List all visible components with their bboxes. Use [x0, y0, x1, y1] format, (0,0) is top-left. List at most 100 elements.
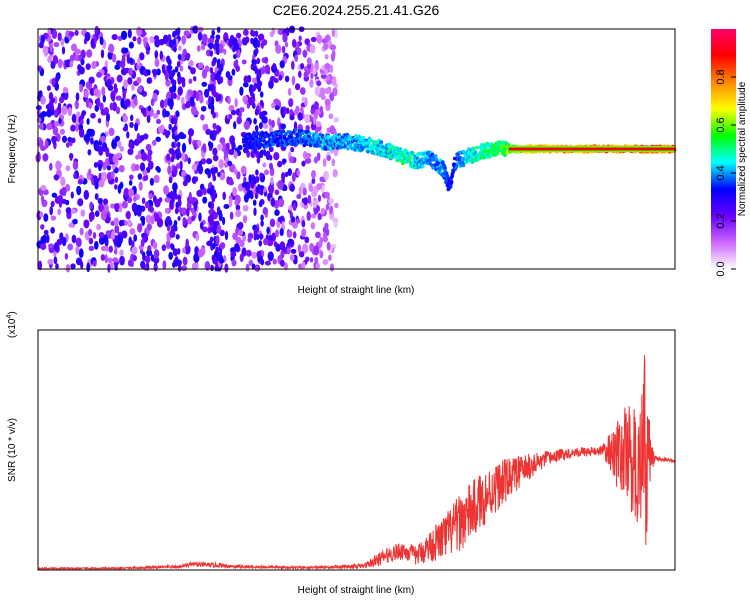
heatmap-cell — [61, 46, 66, 55]
heatmap-cell — [264, 260, 271, 266]
heatmap-cell — [264, 64, 271, 75]
heatmap-cell — [216, 26, 221, 33]
heatmap-cell — [171, 244, 175, 251]
heatmap-cell — [200, 105, 207, 112]
heatmap-cell — [231, 259, 237, 267]
heatmap-cell — [301, 228, 306, 238]
heatmap-cell — [441, 160, 445, 164]
heatmap-cell — [212, 112, 216, 119]
heatmap-cell — [254, 30, 259, 37]
heatmap-cell — [170, 203, 174, 210]
heatmap-cell — [456, 161, 460, 166]
heatmap-cell — [299, 87, 306, 95]
heatmap-cell — [284, 75, 290, 83]
multiplier-exponent: 4 — [6, 315, 13, 319]
heatmap-cell — [296, 218, 301, 224]
heatmap-cell — [94, 210, 100, 217]
heatmap-cell — [211, 226, 215, 233]
heatmap-cell — [177, 78, 182, 85]
heatmap-cell — [65, 207, 72, 214]
heatmap-cell — [121, 200, 128, 209]
heatmap-cell — [236, 116, 242, 125]
heatmap-cell — [106, 78, 112, 87]
heatmap-cell — [251, 92, 255, 100]
heatmap-cell — [233, 168, 238, 175]
heatmap-cell — [118, 165, 125, 173]
heatmap-cell — [188, 135, 192, 145]
heatmap-cell — [230, 109, 237, 116]
heatmap-cell — [301, 160, 306, 167]
heatmap-cell — [96, 223, 101, 231]
heatmap-cell — [129, 121, 134, 129]
heatmap-cell — [102, 95, 107, 103]
heatmap-cell — [307, 194, 312, 204]
heatmap-cell — [47, 55, 53, 63]
heatmap-cell — [80, 49, 86, 60]
heatmap-cell — [297, 244, 302, 253]
heatmap-cell — [174, 193, 178, 200]
heatmap-cell — [268, 118, 272, 126]
heatmap-cell — [137, 36, 142, 45]
heatmap-cell — [182, 256, 188, 266]
heatmap-cell — [70, 191, 74, 199]
heatmap-cell — [163, 98, 168, 108]
heatmap-cell — [290, 146, 295, 153]
heatmap-cell — [176, 60, 181, 68]
heatmap-cell — [450, 173, 455, 177]
heatmap-cell — [42, 153, 49, 162]
heatmap-cell — [97, 163, 102, 172]
heatmap-cell — [217, 171, 221, 177]
heatmap-cell — [231, 37, 238, 46]
heatmap-cell — [184, 102, 191, 109]
heatmap-cell — [174, 66, 179, 73]
heatmap-cell — [217, 143, 223, 151]
heatmap-cell — [187, 157, 191, 165]
heatmap-cell — [99, 102, 104, 111]
heatmap-cell — [181, 170, 187, 177]
heatmap-cell — [500, 140, 505, 145]
heatmap-cell — [54, 109, 58, 117]
heatmap-cell — [140, 107, 147, 115]
heatmap-cell — [167, 165, 172, 175]
heatmap-cell — [165, 131, 170, 139]
heatmap-cell — [234, 97, 238, 108]
heatmap-cell — [65, 141, 70, 148]
heatmap-cell — [204, 88, 210, 98]
heatmap-cell — [69, 152, 73, 161]
heatmap-cell — [46, 109, 52, 118]
heatmap-cell — [284, 171, 289, 178]
colorbar-label: Normalized spectral amplitude — [737, 81, 748, 216]
colorbar: 0.0 0.2 0.4 0.6 0.8 Normalized spectral ampl… — [711, 29, 748, 277]
heatmap-cell — [262, 162, 267, 168]
heatmap-cell — [416, 165, 420, 170]
heatmap-cell — [219, 137, 226, 145]
heatmap-cell — [190, 67, 196, 75]
heatmap-cell — [121, 230, 128, 239]
heatmap-cell — [133, 234, 138, 242]
heatmap-cell — [325, 203, 330, 211]
heatmap-cell — [250, 182, 255, 189]
heatmap-cell — [108, 152, 113, 163]
heatmap-cell — [307, 63, 312, 69]
heatmap-cell — [77, 198, 84, 207]
heatmap-cell — [61, 135, 68, 143]
heatmap-cell — [122, 114, 128, 123]
heatmap-cell — [168, 176, 173, 184]
heatmap-cell — [105, 246, 110, 252]
heatmap-cell — [35, 105, 42, 111]
colorbar-tick-label: 0.6 — [715, 117, 727, 132]
heatmap-cell — [201, 81, 208, 87]
heatmap-cell — [239, 106, 245, 113]
heatmap-cell — [193, 110, 199, 116]
heatmap-cell — [86, 262, 91, 273]
heatmap-cell — [182, 180, 188, 187]
heatmap-cell — [217, 252, 221, 259]
heatmap-cell — [147, 105, 152, 112]
heatmap-cell — [316, 121, 322, 128]
heatmap-cell — [180, 265, 188, 271]
heatmap-cell — [70, 263, 76, 270]
heatmap-cell — [217, 58, 221, 65]
heatmap-cell — [210, 167, 214, 175]
heatmap-cell — [325, 228, 330, 237]
heatmap-cell — [40, 95, 46, 105]
